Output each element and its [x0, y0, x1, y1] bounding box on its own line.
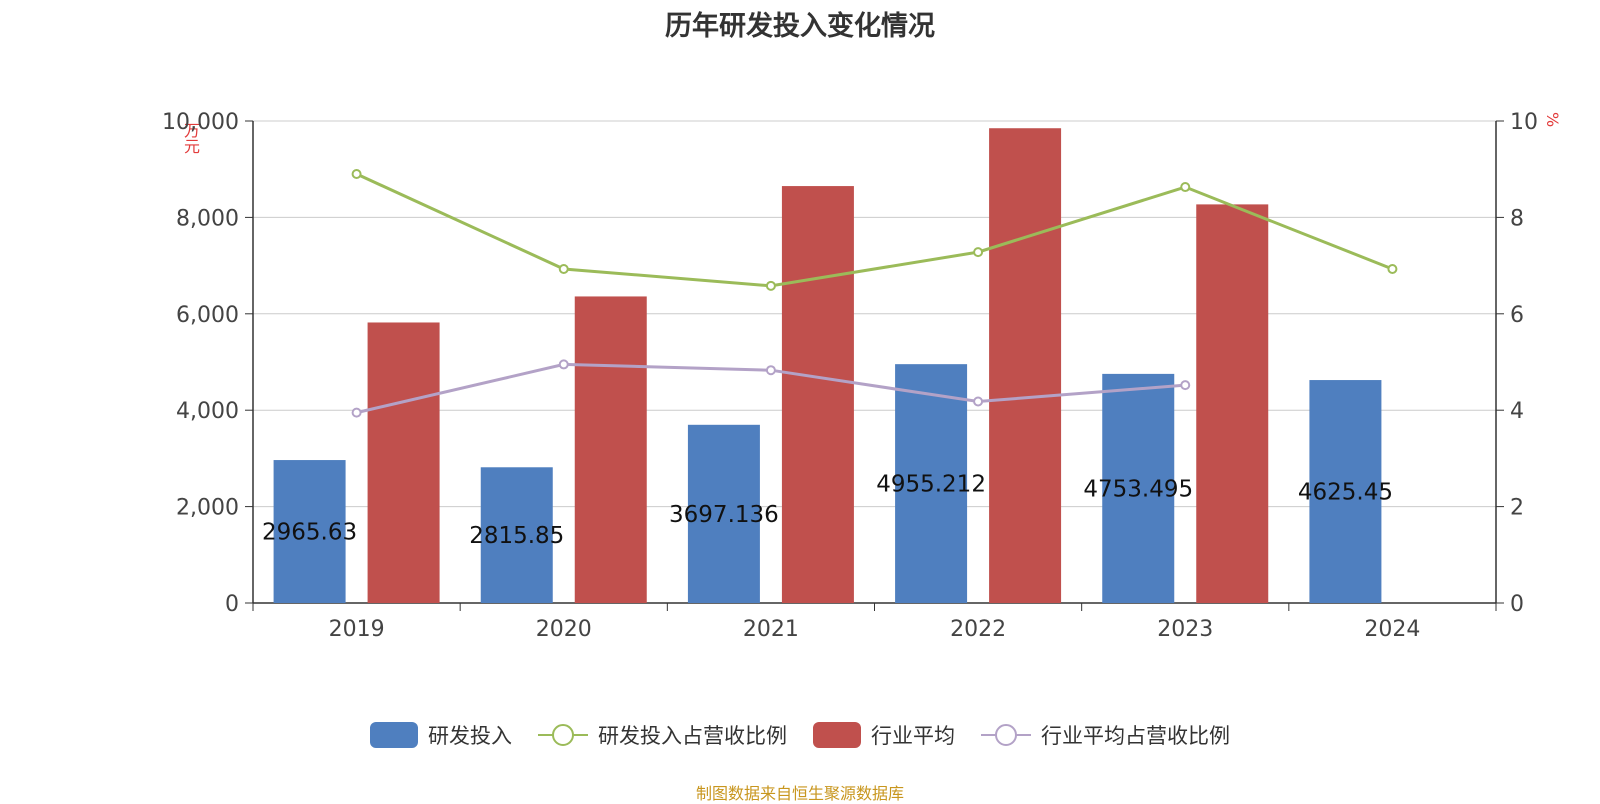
- point-rd-ratio: [558, 263, 569, 274]
- chart-plot: 0 0 2,000 2 4,000 4 6,000 6 8,000 8 10,000 10 2019 20…: [162, 110, 1538, 642]
- legend-label: 行业平均: [871, 724, 955, 748]
- point-rd-ratio: [1180, 182, 1191, 193]
- bar-rd-investment: [273, 460, 346, 603]
- data-label-rd-investment: 2965.63: [262, 520, 357, 546]
- y-right-tick-label: 4: [1510, 399, 1524, 424]
- y-right-tick-label: 8: [1510, 206, 1524, 231]
- point-industry-ratio: [351, 407, 362, 418]
- y-left-tick-label: 8,000: [176, 206, 239, 231]
- point-industry-ratio: [765, 365, 776, 376]
- data-label-rd-investment: 2815.85: [469, 523, 564, 549]
- x-tick-label: 2023: [1157, 617, 1213, 642]
- x-tick-label: 2022: [950, 617, 1006, 642]
- bar-rd-investment: [687, 424, 760, 603]
- point-rd-ratio: [765, 280, 776, 291]
- legend-item-rd-ratio[interactable]: 研发投入占营收比例: [538, 720, 787, 750]
- legend-item-rd-investment[interactable]: 研发投入: [370, 720, 512, 750]
- x-tick-label: 2021: [743, 617, 799, 642]
- bar-industry-average: [781, 186, 854, 603]
- chart-title: 历年研发投入变化情况: [665, 11, 935, 42]
- y-right-tick-label: 6: [1510, 303, 1524, 328]
- bar-industry-average: [367, 322, 440, 603]
- point-rd-ratio: [351, 169, 362, 180]
- bar-industry-average: [574, 296, 647, 603]
- y-left-tick-label: 4,000: [176, 399, 239, 424]
- legend-item-industry-ratio[interactable]: 行业平均占营收比例: [981, 720, 1230, 750]
- data-source-note: 制图数据来自恒生聚源数据库: [695, 784, 904, 803]
- bar-rd-investment: [480, 467, 553, 603]
- bar-industry-average: [989, 128, 1062, 604]
- legend-swatch: [981, 724, 1031, 746]
- point-industry-ratio: [558, 359, 569, 370]
- legend-label: 研发投入占营收比例: [598, 724, 787, 748]
- point-rd-ratio: [973, 247, 984, 258]
- chart-legend: 研发投入 研发投入占营收比例 行业平均 行业平均占营收比例: [0, 720, 1600, 750]
- point-industry-ratio: [1180, 380, 1191, 391]
- bar-industry-average: [1196, 204, 1269, 604]
- bar-rd-investment: [1102, 373, 1175, 603]
- point-industry-ratio: [973, 396, 984, 407]
- y-left-tick-label: 10,000: [162, 110, 239, 135]
- y-left-tick-label: 0: [225, 592, 239, 617]
- y-right-tick-label: 2: [1510, 496, 1524, 521]
- bar-rd-investment: [895, 364, 968, 603]
- data-label-rd-investment: 4625.45: [1298, 480, 1393, 506]
- y-left-tick-label: 6,000: [176, 303, 239, 328]
- y-right-tick-label: 0: [1510, 592, 1524, 617]
- legend-swatch: [813, 722, 861, 748]
- bar-rd-investment: [1309, 380, 1382, 603]
- legend-item-industry-average[interactable]: 行业平均: [813, 720, 955, 750]
- legend-label: 行业平均占营收比例: [1041, 724, 1230, 748]
- data-label-rd-investment: 3697.136: [669, 502, 779, 528]
- x-tick-label: 2019: [329, 617, 385, 642]
- y-left-tick-label: 2,000: [176, 496, 239, 521]
- legend-label: 研发投入: [428, 724, 512, 748]
- data-label-rd-investment: 4955.212: [876, 472, 986, 498]
- legend-swatch: [538, 724, 588, 746]
- x-tick-label: 2024: [1364, 617, 1420, 642]
- data-label-rd-investment: 4753.495: [1083, 476, 1193, 502]
- left-axis-unit: 万元: [181, 122, 200, 154]
- point-rd-ratio: [1387, 263, 1398, 274]
- legend-swatch: [370, 722, 418, 748]
- line-rd-ratio: [355, 172, 1393, 288]
- y-right-tick-label: 10: [1510, 110, 1538, 135]
- x-tick-label: 2020: [536, 617, 592, 642]
